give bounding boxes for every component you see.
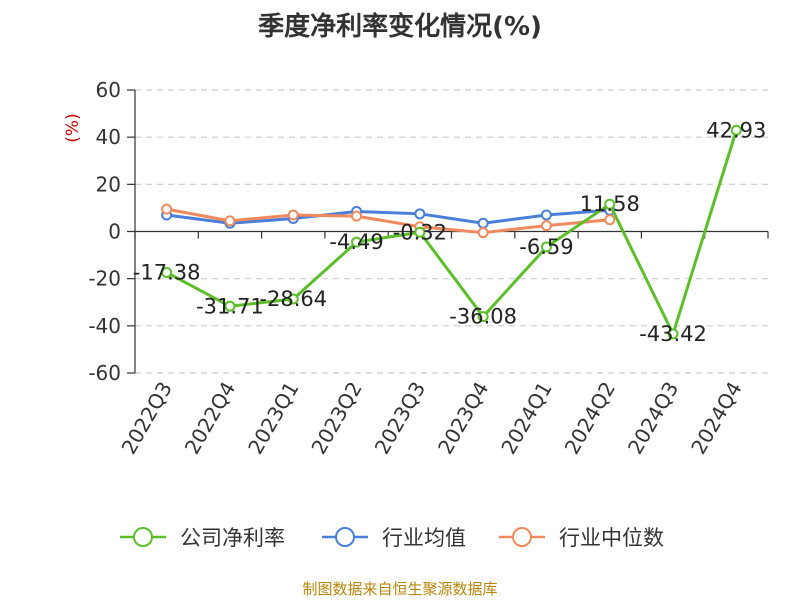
legend[interactable]: 公司净利率 行业均值 行业中位数 (120, 526, 664, 550)
data-point (604, 198, 616, 210)
x-tick-label: 2024Q1 (496, 378, 556, 459)
data-label: -17.38 (133, 260, 201, 284)
legend-label: 公司净利率 (180, 526, 285, 550)
data-point (351, 236, 363, 248)
y-tick-label: -60 (88, 361, 121, 385)
data-point (287, 209, 299, 221)
data-point (540, 220, 552, 232)
y-tick-label: -40 (88, 314, 121, 338)
data-point (414, 226, 426, 238)
data-label: -36.08 (449, 305, 517, 329)
y-tick-label: -20 (88, 267, 121, 291)
chart-title: 季度净利率变化情况(%) (258, 12, 542, 42)
series-line (166, 208, 610, 225)
data-point (477, 227, 489, 239)
source-note: 制图数据来自恒生聚源数据库 (302, 580, 498, 598)
x-tick-label: 2023Q3 (370, 378, 430, 459)
x-tick-label: 2023Q1 (243, 378, 303, 459)
series-line (166, 207, 610, 235)
data-label: -4.49 (329, 230, 383, 254)
series-layer (161, 124, 742, 340)
data-point (477, 311, 489, 323)
data-point (477, 217, 489, 229)
data-point (287, 293, 299, 305)
x-tick-label: 2024Q4 (686, 378, 746, 459)
data-label-layer: -17.38 -31.71-28.64 -4.49 -0.32 -36.08 -6.59 1… (133, 118, 767, 346)
x-tick-label: 2024Q2 (560, 378, 620, 459)
data-point (604, 214, 616, 226)
y-axis-label: (%) (63, 113, 83, 142)
data-point (224, 215, 236, 227)
x-tick-label: 2022Q3 (117, 378, 177, 459)
data-point (351, 210, 363, 222)
data-label: 42.93 (706, 118, 766, 142)
data-point (540, 241, 552, 253)
data-label: -43.42 (639, 322, 707, 346)
data-point (730, 124, 742, 136)
data-point (414, 208, 426, 220)
y-tick-label: 0 (108, 220, 121, 244)
x-tick-label: 2023Q4 (433, 378, 493, 459)
x-tick-label: 2023Q2 (306, 378, 366, 459)
data-point (161, 266, 173, 278)
x-tick-label: 2022Q4 (180, 378, 240, 459)
data-point (224, 300, 236, 312)
data-label: -6.59 (519, 235, 573, 259)
data-label: 11.58 (580, 192, 640, 216)
y-tick-label: 60 (96, 78, 121, 102)
x-tick-label: 2024Q3 (623, 378, 683, 459)
legend-marker-icon (133, 527, 153, 547)
data-label: -28.64 (259, 287, 327, 311)
data-label: -0.32 (393, 220, 447, 244)
legend-label: 行业中位数 (559, 526, 664, 550)
data-point (540, 209, 552, 221)
y-tick-label: 20 (96, 172, 121, 196)
legend-label: 行业均值 (382, 526, 466, 550)
legend-marker-icon (512, 527, 532, 547)
data-point (667, 328, 679, 340)
legend-marker-icon (335, 527, 355, 547)
data-label: -31.71 (196, 294, 264, 318)
data-point (161, 203, 173, 215)
series-line (165, 129, 738, 336)
y-tick-label: 40 (96, 125, 121, 149)
